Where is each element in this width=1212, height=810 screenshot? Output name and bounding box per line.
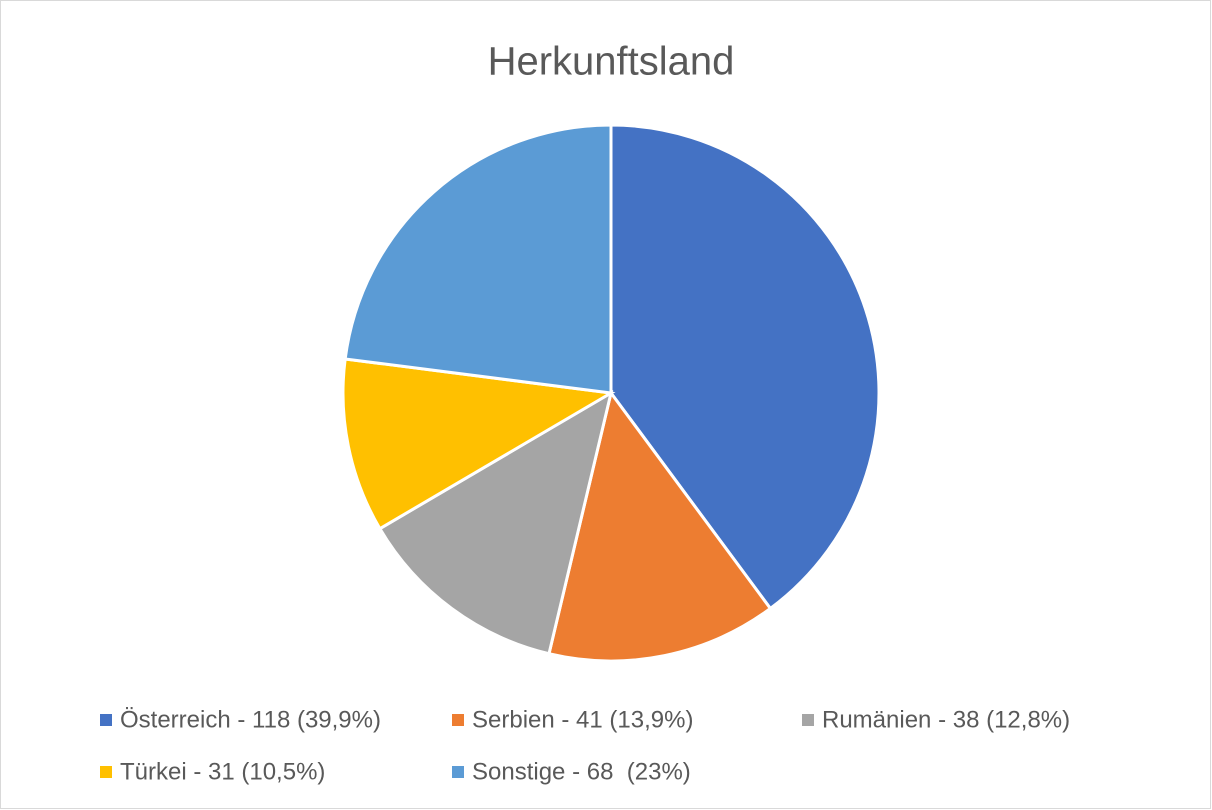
legend-swatch	[100, 714, 112, 726]
pie-slice	[377, 389, 614, 656]
legend-swatch	[452, 766, 464, 778]
legend-swatch	[452, 714, 464, 726]
legend-label: Österreich - 118 (39,9%)	[120, 706, 381, 733]
pie-slice	[547, 389, 773, 663]
legend-label: Serbien - 41 (13,9%)	[472, 706, 693, 733]
pie-slice	[343, 123, 613, 395]
legend-label: Türkei - 31 (10,5%)	[120, 758, 325, 785]
legend-swatch	[802, 714, 814, 726]
legend-label: Rumänien - 38 (12,8%)	[822, 706, 1070, 733]
legend-swatch	[100, 766, 112, 778]
legend-label: Sonstige - 68 (23%)	[472, 758, 691, 785]
pie-slice	[609, 123, 881, 611]
pie-slice	[341, 357, 616, 531]
chart-title: Herkunftsland	[488, 40, 735, 84]
